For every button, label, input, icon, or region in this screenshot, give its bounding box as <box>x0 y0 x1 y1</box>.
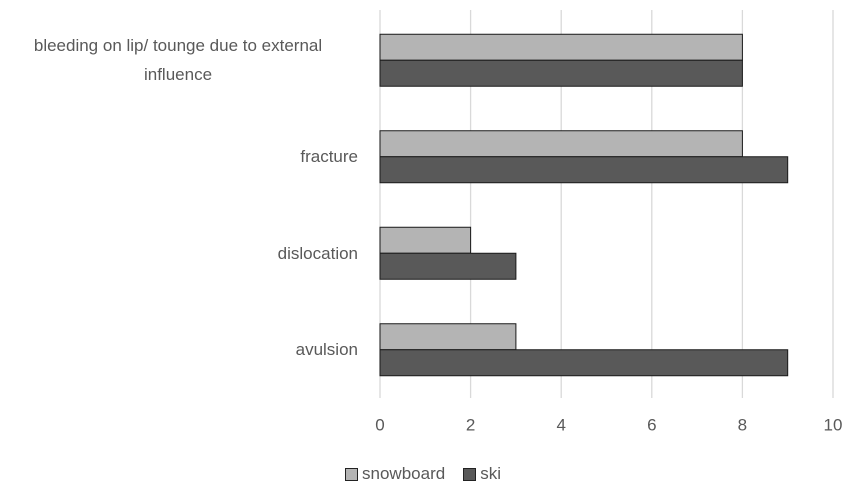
bar <box>379 226 472 254</box>
legend-label: snowboard <box>362 464 446 483</box>
bar <box>379 349 789 377</box>
legend-label: ski <box>480 464 501 483</box>
category-text: avulsion <box>295 340 358 360</box>
category-text: fracture <box>300 147 358 167</box>
legend-item: ski <box>463 464 501 484</box>
category-label: bleeding on lip/ tounge due to external … <box>0 20 358 100</box>
x-tick-label: 6 <box>647 415 656 434</box>
category-text: bleeding on lip/ tounge due to external … <box>33 36 323 85</box>
legend-item: snowboard <box>345 464 445 484</box>
x-tick-label: 0 <box>375 415 384 434</box>
x-tick-label: 10 <box>824 415 843 434</box>
x-tick-label: 8 <box>738 415 747 434</box>
x-tick-label: 4 <box>556 415 565 434</box>
legend-swatch <box>463 467 477 481</box>
category-text: dislocation <box>277 243 358 263</box>
bar <box>379 130 743 158</box>
legend-swatch <box>345 467 359 481</box>
category-label: avulsion <box>0 310 358 390</box>
bar <box>379 33 743 61</box>
category-label: dislocation <box>0 213 358 293</box>
bar <box>379 323 517 351</box>
legend: snowboard ski <box>0 464 846 484</box>
bar <box>379 59 743 87</box>
category-label: fracture <box>0 117 358 197</box>
bar <box>379 156 789 184</box>
bar <box>379 252 517 280</box>
x-tick-label: 2 <box>466 415 475 434</box>
